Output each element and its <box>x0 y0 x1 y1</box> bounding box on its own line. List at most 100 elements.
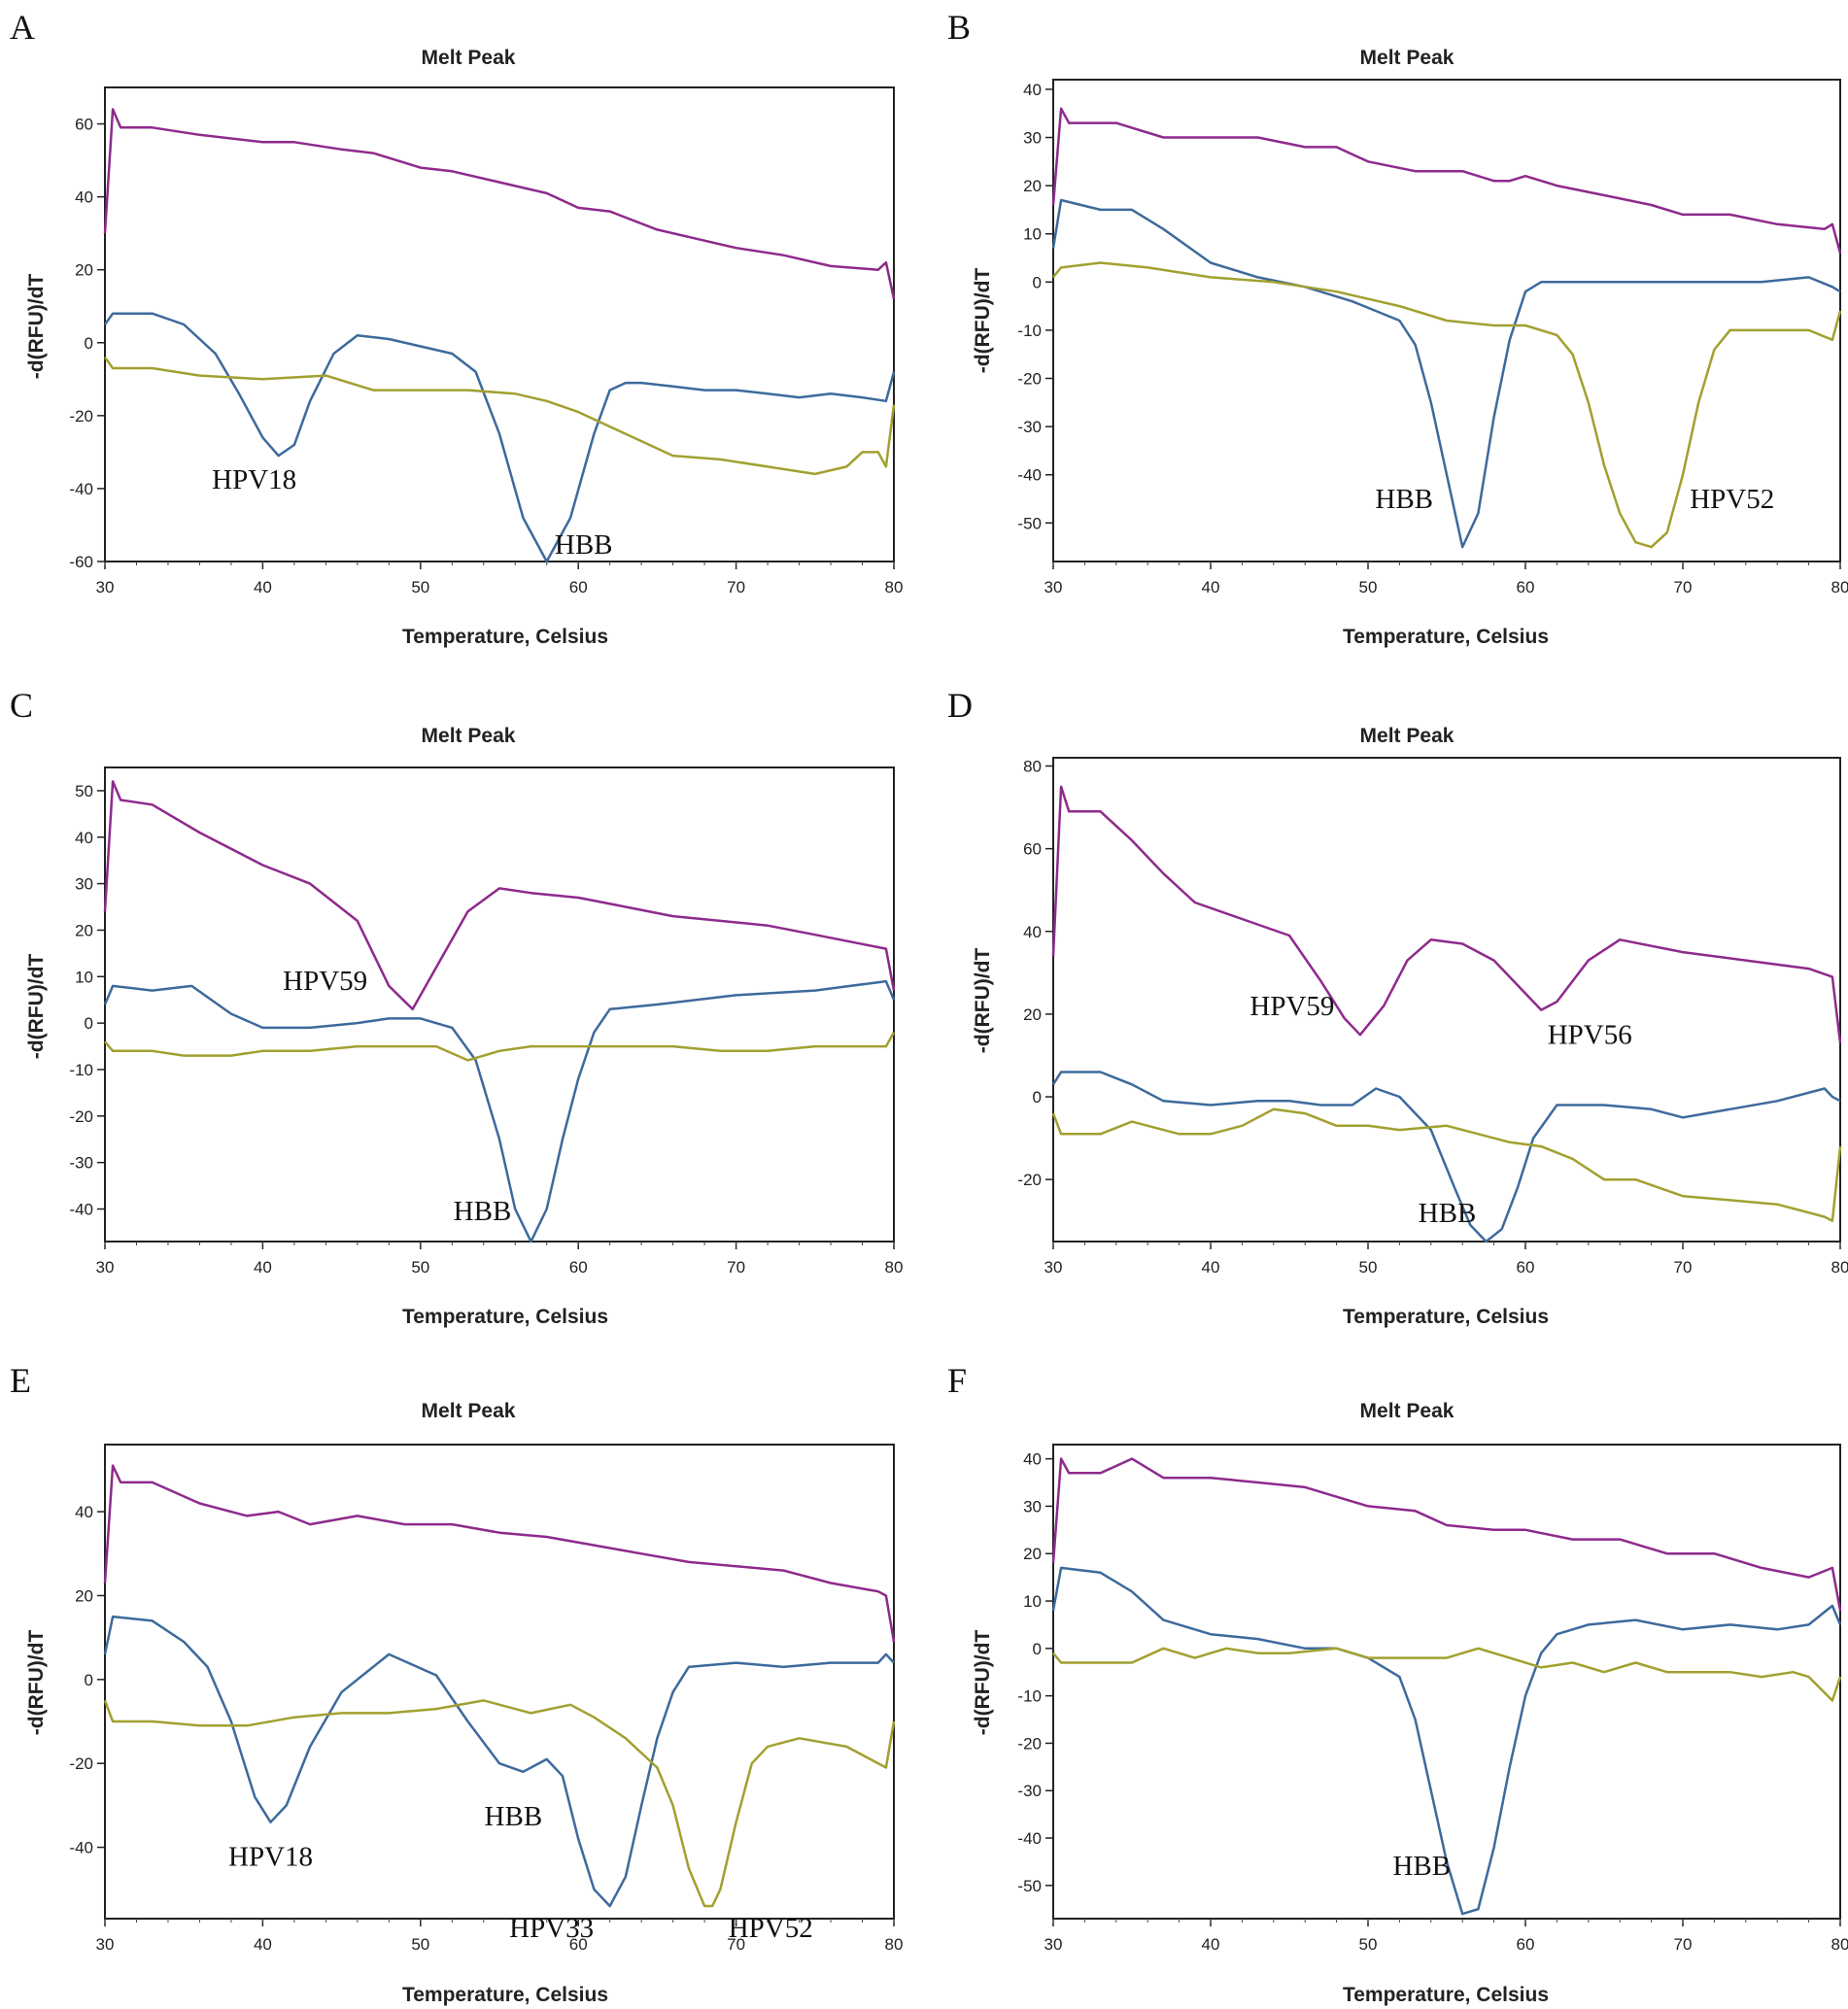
series-line-magenta <box>103 780 896 1011</box>
y-tick-label: 0 <box>1033 273 1042 291</box>
peak-annotation-hpv59: HPV59 <box>283 966 367 997</box>
y-tick-label: -20 <box>69 407 93 426</box>
x-tick-label: 60 <box>1517 1258 1535 1277</box>
y-tick-label: 0 <box>1033 1640 1042 1658</box>
series-line-olive <box>104 1032 896 1062</box>
panel-letter-a: A <box>10 8 35 47</box>
x-tick-label: 50 <box>1359 578 1378 596</box>
peak-annotation-hpv56: HPV56 <box>1548 1020 1632 1051</box>
y-axis-label-b: -d(RFU)/dT <box>972 268 994 374</box>
x-tick-label: 50 <box>1359 1258 1378 1277</box>
y-tick-label: -60 <box>69 553 93 571</box>
chart-title-b: Melt Peak <box>1360 47 1454 69</box>
y-tick-label: -10 <box>1017 322 1042 340</box>
y-tick-label: 20 <box>75 921 93 939</box>
peak-annotation-hpv59: HPV59 <box>1249 991 1334 1022</box>
peak-annotation-hbb: HBB <box>454 1196 512 1227</box>
peak-annotation-hbb: HBB <box>1392 1851 1451 1882</box>
x-tick-label: 70 <box>1674 1935 1693 1954</box>
x-tick-label: 40 <box>1202 1935 1220 1954</box>
y-tick-label: -20 <box>1017 370 1042 389</box>
y-tick-label: -40 <box>69 480 93 498</box>
x-tick-label: 30 <box>96 1258 115 1277</box>
x-tick-label: 70 <box>727 1935 745 1954</box>
x-tick-label: 80 <box>885 1258 904 1277</box>
y-tick-label: -50 <box>1017 514 1042 532</box>
series-line-blue <box>1051 1071 1841 1243</box>
y-tick-label: 0 <box>85 1671 93 1689</box>
peak-annotation-hbb: HBB <box>1375 484 1433 515</box>
y-tick-label: -50 <box>1017 1877 1042 1895</box>
y-tick-label: -40 <box>1017 1829 1042 1848</box>
peak-annotation-hpv18: HPV18 <box>212 464 296 495</box>
x-tick-label: 30 <box>1044 1935 1063 1954</box>
plot-frame-f <box>1052 1444 1841 1920</box>
x-tick-label: 50 <box>411 578 429 596</box>
y-tick-label: 40 <box>75 1503 93 1521</box>
x-axis-label-b: Temperature, Celsius <box>1343 626 1549 648</box>
series-line-magenta <box>103 108 896 299</box>
y-tick-label: 10 <box>1023 225 1042 244</box>
plot-frame-b <box>1052 79 1841 562</box>
y-tick-label: 0 <box>85 1014 93 1033</box>
series-line-olive <box>1052 1647 1842 1702</box>
peak-annotation-hbb: HBB <box>485 1801 543 1832</box>
y-tick-label: 20 <box>75 1586 93 1605</box>
series-line-blue <box>1051 1566 1842 1916</box>
x-tick-label: 40 <box>254 1258 272 1277</box>
y-tick-label: -20 <box>69 1107 93 1126</box>
series-line-olive <box>103 1699 896 1908</box>
y-tick-label: 30 <box>1023 1497 1042 1515</box>
y-tick-label: -20 <box>69 1754 93 1773</box>
y-tick-label: 10 <box>1023 1592 1042 1611</box>
y-tick-label: -10 <box>69 1061 93 1079</box>
x-tick-label: 40 <box>254 578 272 596</box>
y-tick-label: 0 <box>1033 1088 1042 1107</box>
x-tick-label: 30 <box>96 1935 115 1954</box>
x-tick-label: 80 <box>1831 1935 1848 1954</box>
series-line-magenta <box>1051 107 1842 254</box>
y-tick-label: 30 <box>1023 129 1042 148</box>
peak-annotation-hpv33: HPV33 <box>509 1913 594 1944</box>
x-tick-label: 30 <box>1044 1258 1063 1277</box>
x-tick-label: 40 <box>254 1935 272 1954</box>
series-line-magenta <box>1051 785 1842 1043</box>
y-tick-label: -40 <box>69 1201 93 1219</box>
y-tick-label: 20 <box>1023 1545 1042 1563</box>
chart-title-a: Melt Peak <box>422 47 516 69</box>
peak-annotation-hpv52: HPV52 <box>729 1913 813 1944</box>
x-tick-label: 70 <box>727 578 745 596</box>
series-line-magenta <box>103 1464 896 1643</box>
y-tick-label: -20 <box>1017 1171 1042 1189</box>
y-tick-label: 40 <box>75 188 93 207</box>
x-tick-label: 40 <box>1202 1258 1220 1277</box>
chart-panel-a: A Melt Peak 30 40 50 60 70 80 -60 -40 -20 0 20 40 60 Te… <box>10 8 903 648</box>
y-tick-label: -20 <box>1017 1734 1042 1753</box>
chart-title-f: Melt Peak <box>1360 1400 1454 1422</box>
x-tick-label: 50 <box>411 1935 429 1954</box>
x-tick-label: 50 <box>411 1258 429 1277</box>
x-tick-label: 40 <box>1202 578 1220 596</box>
x-tick-label: 70 <box>1674 1258 1693 1277</box>
y-axis-label-a: -d(RFU)/dT <box>25 274 48 380</box>
x-tick-label: 30 <box>96 578 115 596</box>
y-tick-label: 20 <box>1023 1005 1042 1024</box>
x-tick-label: 30 <box>1044 578 1063 596</box>
panel-letter-f: F <box>947 1361 967 1400</box>
series-line-olive <box>103 357 896 476</box>
panel-letter-e: E <box>10 1361 31 1400</box>
x-tick-label: 60 <box>1517 578 1535 596</box>
y-tick-label: 30 <box>75 875 93 894</box>
x-axis-label-a: Temperature, Celsius <box>402 626 608 648</box>
series-line-blue <box>103 312 896 563</box>
y-tick-label: -40 <box>69 1839 93 1857</box>
plot-frame-e <box>104 1444 895 1920</box>
y-tick-label: 10 <box>75 968 93 986</box>
series-line-olive <box>1051 1107 1842 1222</box>
y-tick-label: -30 <box>69 1154 93 1173</box>
chart-panel-e: E Melt Peak 30 40 50 60 70 80 -40 -20 0 20 40 Tempera… <box>10 1361 903 2006</box>
y-tick-label: 40 <box>75 829 93 847</box>
x-axis-label-f: Temperature, Celsius <box>1343 1984 1549 2006</box>
